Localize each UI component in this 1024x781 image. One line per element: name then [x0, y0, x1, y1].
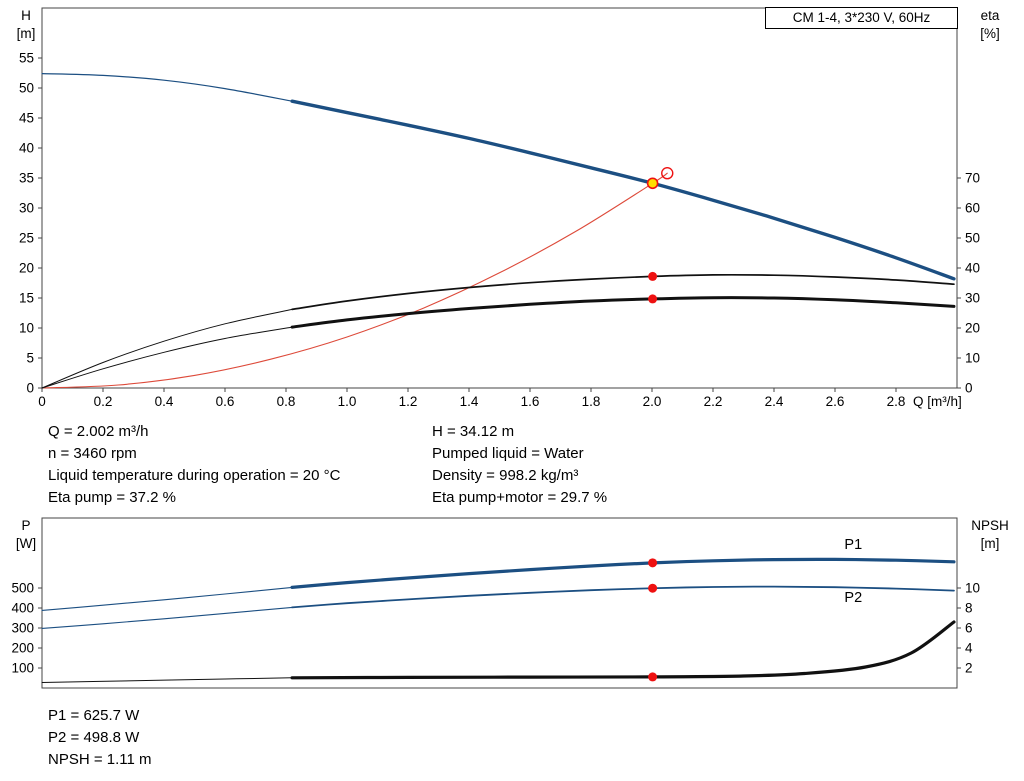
left-axis-tick-label: 200 — [11, 641, 34, 656]
left-axis-title: P — [21, 518, 30, 533]
x-axis-tick-label: 0.8 — [277, 394, 296, 409]
eta-pump-motor-curve-low-flow — [41, 326, 293, 389]
left-axis-tick-label: 35 — [19, 170, 34, 185]
speed-value: n = 3460 rpm — [48, 445, 137, 462]
head-curve — [290, 99, 956, 281]
x-axis-tick-label: 2.6 — [826, 394, 845, 409]
right-axis-tick-label: 20 — [965, 321, 980, 336]
npsh-curve — [290, 620, 956, 680]
pumped-liquid-value: Pumped liquid = Water — [432, 445, 584, 462]
operating-data-left-column: Q = 2.002 m³/h n = 3460 rpm Liquid tempe… — [48, 421, 340, 509]
eta-pump-curve-low-flow — [41, 308, 293, 389]
right-axis-tick-label: 4 — [965, 641, 973, 656]
p1-curve — [290, 557, 956, 589]
p1-curve-label: P1 — [844, 537, 862, 553]
requested-duty-point-marker — [661, 166, 674, 180]
right-axis-tick-label: 8 — [965, 601, 973, 616]
p2-value: P2 = 498.8 W — [48, 729, 140, 746]
system-curve — [41, 172, 668, 389]
operating-data-right-column: H = 34.12 m Pumped liquid = Water Densit… — [432, 421, 607, 509]
left-axis-tick-label: 10 — [19, 320, 34, 335]
x-axis-tick-label: 2.0 — [643, 394, 662, 409]
p1-value: P1 = 625.7 W — [48, 707, 140, 724]
x-axis-tick-label: 2.8 — [887, 394, 906, 409]
p2-curve-label: P2 — [844, 590, 862, 606]
left-axis-title: H — [21, 8, 31, 23]
right-axis-title: eta — [981, 8, 1000, 23]
x-axis-tick-label: 0 — [38, 394, 46, 409]
left-axis-tick-label: 100 — [11, 661, 34, 676]
left-axis-tick-label: 40 — [19, 140, 34, 155]
left-axis-title: [m] — [17, 26, 36, 41]
x-axis-tick-label: 1.2 — [399, 394, 418, 409]
eta-pump-motor-point-marker — [648, 294, 658, 304]
x-axis-tick-label: 1.4 — [460, 394, 479, 409]
left-axis-tick-label: 45 — [19, 110, 34, 125]
left-axis-tick-label: 55 — [19, 50, 34, 65]
right-axis-tick-label: 70 — [965, 171, 980, 186]
right-axis-tick-label: 30 — [965, 291, 980, 306]
x-axis-tick-label: 1.8 — [582, 394, 601, 409]
left-axis-title: [W] — [16, 536, 36, 551]
left-axis-tick-label: 300 — [11, 621, 34, 636]
head-value: H = 34.12 m — [432, 423, 515, 440]
right-axis-title: NPSH — [971, 518, 1009, 533]
x-axis-tick-label: 1.6 — [521, 394, 540, 409]
left-axis-tick-label: 30 — [19, 200, 34, 215]
left-axis-tick-label: 500 — [11, 581, 34, 596]
left-axis-tick-label: 15 — [19, 290, 34, 305]
power-npsh-chart-frame — [41, 517, 958, 689]
right-axis-tick-label: 40 — [965, 261, 980, 276]
left-axis-tick-label: 5 — [26, 350, 34, 365]
right-axis-tick-label: 6 — [965, 621, 973, 636]
eta-pump-motor-value: Eta pump+motor = 29.7 % — [432, 489, 608, 506]
p2-point-marker — [648, 583, 658, 593]
right-axis-tick-label: 2 — [965, 661, 973, 676]
liquid-temperature-value: Liquid temperature during operation = 20… — [48, 467, 341, 484]
left-axis-tick-label: 20 — [19, 260, 34, 275]
right-axis-tick-label: 10 — [965, 581, 980, 596]
pump-model-title-box: CM 1-4, 3*230 V, 60Hz — [765, 7, 958, 29]
head-curve-low-flow — [41, 72, 293, 102]
left-axis-tick-label: 400 — [11, 601, 34, 616]
right-axis-tick-label: 50 — [965, 231, 980, 246]
x-axis-tick-label: 2.2 — [704, 394, 723, 409]
eta-pump-curve — [291, 273, 955, 311]
npsh-point-marker — [648, 672, 658, 682]
eta-pump-point-marker — [648, 271, 658, 281]
x-axis-title: Q [m³/h] — [913, 394, 962, 409]
npsh-value: NPSH = 1.11 m — [48, 751, 152, 768]
p2-curve — [291, 585, 955, 609]
right-axis-tick-label: 10 — [965, 351, 980, 366]
right-axis-tick-label: 0 — [965, 381, 973, 396]
left-axis-tick-label: 25 — [19, 230, 34, 245]
eta-pump-value: Eta pump = 37.2 % — [48, 489, 176, 506]
flow-value: Q = 2.002 m³/h — [48, 423, 149, 440]
x-axis-tick-label: 2.4 — [765, 394, 784, 409]
power-npsh-chart: 100 200 300 400 500 2 4 6 8 10 P [W] NPSH [m] P1 P2 — [11, 517, 1009, 689]
duty-point-marker — [646, 177, 659, 190]
eta-pump-motor-curve — [290, 296, 956, 329]
p1-curve-low-flow — [41, 586, 293, 611]
right-axis-tick-label: 60 — [965, 201, 980, 216]
left-axis-tick-label: 50 — [19, 80, 34, 95]
x-axis-tick-label: 0.6 — [216, 394, 235, 409]
head-efficiency-chart: 0 5 10 15 20 25 30 35 40 45 50 55 0 10 20 30 40 50 60 70 0 0.… — [17, 7, 1000, 409]
p1-point-marker — [648, 558, 658, 568]
npsh-curve-low-flow — [41, 677, 293, 683]
x-axis-tick-label: 0.2 — [94, 394, 113, 409]
right-axis-title: [m] — [981, 536, 1000, 551]
density-value: Density = 998.2 kg/m³ — [432, 467, 579, 484]
p2-curve-low-flow — [41, 606, 293, 629]
left-axis-tick-label: 0 — [26, 381, 34, 396]
head-efficiency-chart-frame — [41, 7, 958, 389]
right-axis-title: [%] — [980, 26, 1000, 41]
power-npsh-data-block: P1 = 625.7 W P2 = 498.8 W NPSH = 1.11 m — [48, 705, 152, 771]
x-axis-tick-label: 0.4 — [155, 394, 174, 409]
x-axis-tick-label: 1.0 — [338, 394, 357, 409]
